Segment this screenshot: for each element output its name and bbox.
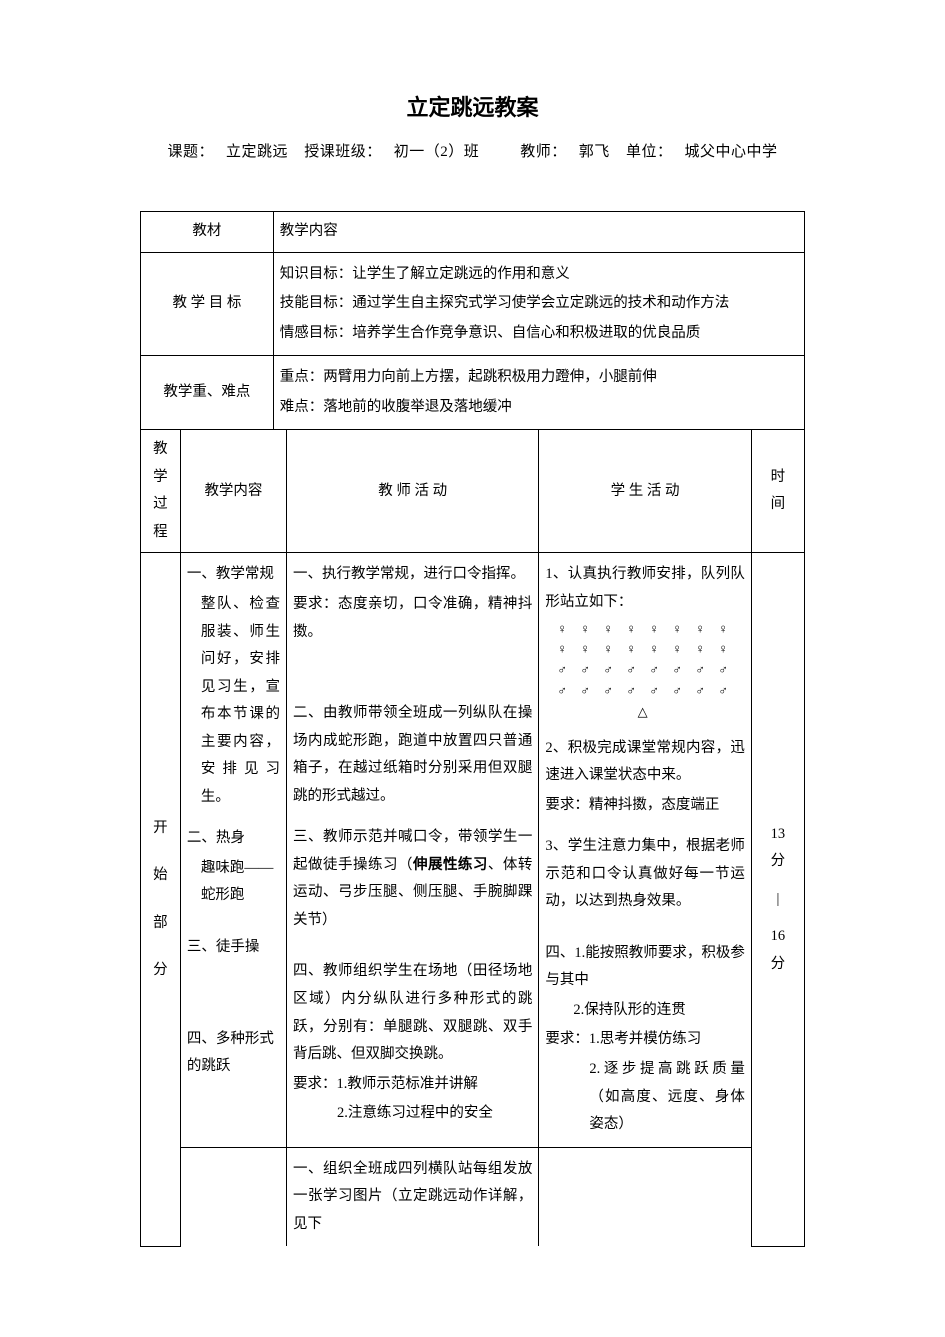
- time-separator: |: [758, 886, 798, 914]
- topic-value: 立定跳远: [226, 144, 288, 160]
- content-item-detail: 趣味跑——蛇形跑: [187, 855, 280, 910]
- student-requirement: 要求：精神抖擞，态度端正: [545, 792, 744, 820]
- req-label: 要求：: [545, 1031, 589, 1047]
- goal-skill: 技能目标：通过学生自主探究式学习使学会立定跳远的技术和动作方法: [280, 290, 798, 318]
- table-row: 教材 教学内容: [141, 212, 805, 253]
- open-content-cell: 一、教学常规 整队、检查服装、师生问好，安排见习生，宣布本节课的主要内容，安排见…: [180, 553, 286, 1147]
- header-metadata: 课题： 立定跳远 授课班级： 初一（2）班 教师： 郭飞 单位： 城父中心中学: [140, 140, 805, 161]
- student-activity: 四、1.能按照教师要求，积极参与其中: [545, 940, 744, 995]
- teacher-activity: 三、教师示范并喊口令，带领学生一起做徒手操练习（伸展性练习、体转运动、弓步压腿、…: [293, 824, 532, 934]
- time-unit: 分: [758, 951, 798, 979]
- req-item: 2.注意练习过程中的安全: [293, 1100, 532, 1128]
- table-row: 教学重、难点 重点：两臂用力向前上方摆，起跳积极用力蹬伸，小腿前伸 难点：落地前…: [141, 356, 805, 430]
- teacher-activity: 一、执行教学常规，进行口令指挥。: [293, 561, 532, 589]
- focus-key: 重点：两臂用力向前上方摆，起跳积极用力蹬伸，小腿前伸: [280, 364, 798, 392]
- table-row: 教 学 过 程 教学内容 教 师 活 动 学 生 活 动 时 间: [141, 430, 805, 553]
- teacher-value: 郭飞: [579, 144, 610, 160]
- goal-knowledge: 知识目标：让学生了解立定跳远的作用和意义: [280, 261, 798, 289]
- phase-open-label-cell: 开 始 部 分: [141, 553, 181, 1246]
- table-row: 教 学 目 标 知识目标：让学生了解立定跳远的作用和意义 技能目标：通过学生自主…: [141, 252, 805, 356]
- proc-char: 程: [147, 519, 174, 547]
- goals-char: 标: [227, 295, 242, 311]
- phase-char: 分: [147, 957, 174, 985]
- col-content-header: 教学内容: [180, 430, 286, 553]
- proc-char: 学: [147, 464, 174, 492]
- teacher-requirement: 要求：态度亲切，口令准确，精神抖擞。: [293, 591, 532, 646]
- content-item: 二、热身: [187, 825, 280, 853]
- goals-char: 学: [191, 295, 206, 311]
- goals-char: 目: [209, 295, 224, 311]
- time-char: 间: [758, 491, 798, 519]
- req-item: 1.教师示范标准并讲解: [337, 1076, 478, 1092]
- focus-label-cell: 教学重、难点: [141, 356, 274, 430]
- formation-teacher-marker: △: [545, 702, 744, 723]
- next-teacher-cell: 一、组织全班成四列横队站每组发放一张学习图片（立定跳远动作详解，见下: [287, 1147, 539, 1246]
- col-student-header: 学 生 活 动: [539, 430, 751, 553]
- time-unit: 分: [758, 848, 798, 876]
- goals-label-cell: 教 学 目 标: [141, 252, 274, 356]
- topic-label: 课题：: [167, 144, 214, 160]
- proc-char: 过: [147, 491, 174, 519]
- col-time-header: 时 间: [751, 430, 804, 553]
- req-item: 2.逐步提高跳跃质量（如高度、远度、身体姿态）: [545, 1056, 744, 1139]
- table-row: 一、组织全班成四列横队站每组发放一张学习图片（立定跳远动作详解，见下: [141, 1147, 805, 1246]
- content-item: 一、教学常规: [187, 561, 280, 589]
- teacher-activity-bold: 伸展性练习: [413, 857, 488, 873]
- material-label-cell: 教材: [141, 212, 274, 253]
- content-item-detail: 整队、检查服装、师生问好，安排见习生，宣布本节课的主要内容，安排见习生。: [187, 591, 280, 811]
- req-label: 要求：: [293, 1076, 337, 1092]
- time-char: 时: [758, 464, 798, 492]
- teacher-requirement: 要求：1.教师示范标准并讲解: [293, 1071, 532, 1099]
- focus-content-cell: 重点：两臂用力向前上方摆，起跳积极用力蹬伸，小腿前伸 难点：落地前的收腹举退及落…: [273, 356, 804, 430]
- goals-content-cell: 知识目标：让学生了解立定跳远的作用和意义 技能目标：通过学生自主探究式学习使学会…: [273, 252, 804, 356]
- req-item: 1.思考并模仿练习: [589, 1031, 701, 1047]
- next-student-cell: [539, 1147, 751, 1246]
- col-teacher-header: 教 师 活 动: [287, 430, 539, 553]
- lesson-plan-table: 教材 教学内容 教 学 目 标 知识目标：让学生了解立定跳远的作用和意义 技能目…: [140, 211, 805, 1247]
- student-requirement: 要求：1.思考并模仿练习: [545, 1026, 744, 1054]
- focus-diff: 难点：落地前的收腹举退及落地缓冲: [280, 394, 798, 422]
- proc-char: 教: [147, 436, 174, 464]
- content-item: 四、多种形式的跳跃: [187, 1026, 280, 1081]
- goal-emotion: 情感目标：培养学生合作竞争意识、自信心和积极进取的优良品质: [280, 320, 798, 348]
- material-value-cell: 教学内容: [273, 212, 804, 253]
- time-value: 16: [758, 923, 798, 951]
- document-title: 立定跳远教案: [140, 90, 805, 122]
- open-teacher-cell: 一、执行教学常规，进行口令指挥。 要求：态度亲切，口令准确，精神抖擞。 二、由教…: [287, 553, 539, 1147]
- content-item: 三、徒手操: [187, 934, 280, 962]
- phase-char: 部: [147, 910, 174, 938]
- table-row: 开 始 部 分 一、教学常规 整队、检查服装、师生问好，安排见习生，宣布本节课的…: [141, 553, 805, 1147]
- formation-row: ♂ ♂ ♂ ♂ ♂ ♂ ♂ ♂: [545, 660, 744, 681]
- teacher-activity: 二、由教师带领全班成一列纵队在操场内成蛇形跑，跑道中放置四只普通箱子，在越过纸箱…: [293, 700, 532, 810]
- student-activity: 1、认真执行教师安排，队列队形站立如下：: [545, 561, 744, 616]
- phase-char: 开: [147, 815, 174, 843]
- phase-char: 始: [147, 862, 174, 890]
- goals-char: 教: [172, 295, 187, 311]
- unit-label: 单位：: [626, 144, 673, 160]
- student-activity-sub: 2.保持队形的连贯: [545, 997, 744, 1025]
- next-content-cell: [180, 1147, 286, 1246]
- teacher-label: 教师：: [520, 144, 567, 160]
- formation-row: ♀ ♀ ♀ ♀ ♀ ♀ ♀ ♀: [545, 619, 744, 640]
- class-value: 初一（2）班: [394, 144, 480, 160]
- time-value: 13: [758, 821, 798, 849]
- teacher-activity: 一、组织全班成四列横队站每组发放一张学习图片（立定跳远动作详解，见下: [293, 1156, 532, 1239]
- teacher-activity: 四、教师组织学生在场地（田径场地区域）内分纵队进行多种形式的跳跃，分别有：单腿跳…: [293, 958, 532, 1068]
- student-activity: 3、学生注意力集中，根据老师示范和口令认真做好每一节运动，以达到热身效果。: [545, 833, 744, 916]
- formation-row: ♂ ♂ ♂ ♂ ♂ ♂ ♂ ♂: [545, 681, 744, 702]
- open-student-cell: 1、认真执行教师安排，队列队形站立如下： ♀ ♀ ♀ ♀ ♀ ♀ ♀ ♀ ♀ ♀…: [539, 553, 751, 1147]
- open-time-cell: 13 分 | 16 分: [751, 553, 804, 1246]
- unit-value: 城父中心中学: [685, 144, 778, 160]
- student-activity: 2、积极完成课堂常规内容，迅速进入课堂状态中来。: [545, 735, 744, 790]
- formation-row: ♀ ♀ ♀ ♀ ♀ ♀ ♀ ♀: [545, 639, 744, 660]
- process-label-cell: 教 学 过 程: [141, 430, 181, 553]
- class-label: 授课班级：: [304, 144, 382, 160]
